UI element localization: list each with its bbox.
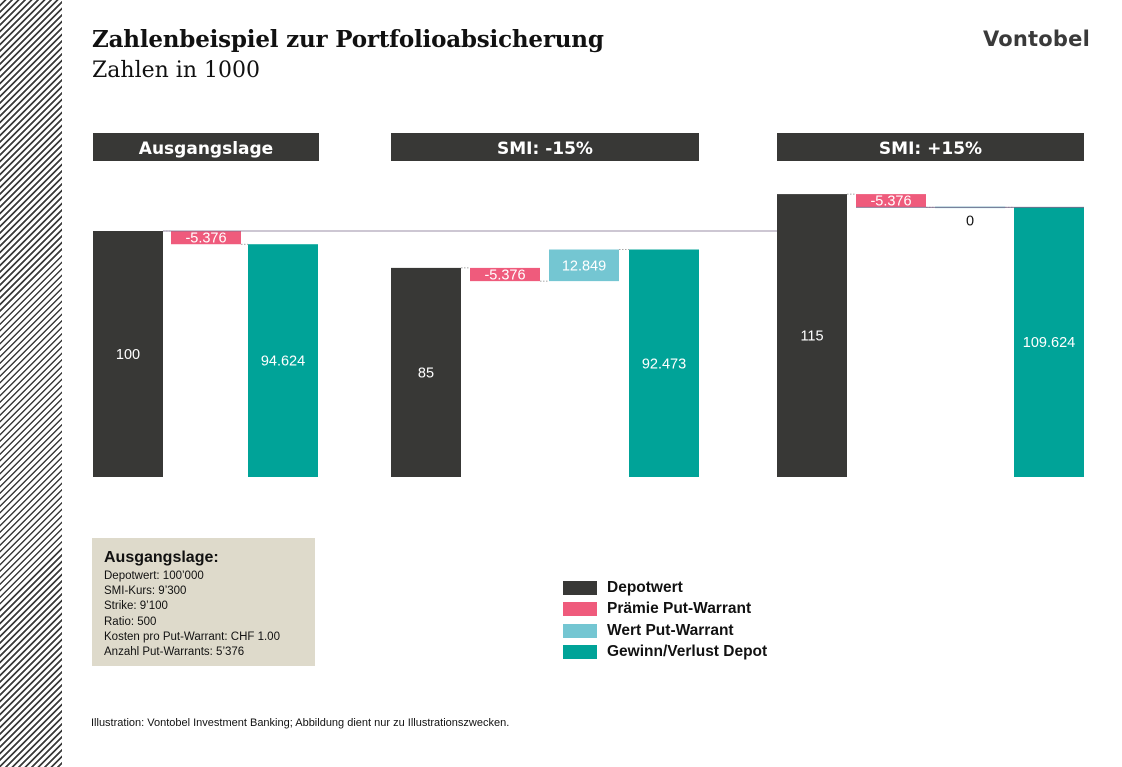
legend-swatch-gewinn [563, 645, 597, 660]
info-line-anzahl: Anzahl Put-Warrants: 5’376 [104, 646, 245, 659]
info-box-title: Ausgangslage: [104, 549, 219, 566]
info-line-smi-kurs: SMI-Kurs: 9’300 [104, 585, 187, 598]
legend-swatch-praemie [563, 602, 597, 617]
data-label-wert-put-warrant: 12.849 [562, 258, 606, 274]
panel-header-bar [391, 133, 699, 161]
data-label-pr-mie-put-warrant: -5.376 [484, 268, 525, 284]
legend-swatch-depotwert [563, 580, 597, 595]
bar-gewinn-verlust-depot [1014, 207, 1084, 478]
legend-item-wert: Wert Put-Warrant [563, 620, 767, 642]
legend-label-wert: Wert Put-Warrant [607, 621, 734, 639]
legend-label-praemie: Prämie Put-Warrant [607, 600, 752, 618]
panel-header-label: SMI: -15% [497, 139, 593, 159]
panel-header-bar [93, 133, 319, 161]
waterfall-chart: Ausgangslage 100 -5.376 94.624 SMI: -15% 85 -5… [93, 133, 1084, 478]
info-line-kosten: Kosten pro Put-Warrant: CHF 1.00 [104, 630, 280, 643]
data-label-depotwert: 115 [800, 329, 823, 345]
legend-label-depotwert: Depotwert [607, 578, 683, 596]
info-line-depotwert: Depotwert: 100’000 [104, 570, 204, 582]
data-label-depotwert: 100 [116, 347, 140, 363]
decorative-stripe [0, 0, 62, 767]
page-title: Zahlenbeispiel zur Portfolioabsicherung [92, 26, 604, 53]
bar-pr-mie-put-warrant [171, 231, 241, 245]
bar-pr-mie-put-warrant [856, 194, 926, 208]
info-box: Ausgangslage: Depotwert: 100’000 SMI-Kur… [92, 538, 315, 666]
page-subtitle: Zahlen in 1000 [92, 58, 260, 83]
data-label-gewinn-verlust-depot: 94.624 [261, 354, 305, 370]
data-label-pr-mie-put-warrant: -5.376 [185, 231, 226, 247]
data-label-wert-put-warrant: 0 [966, 213, 974, 229]
bar-pr-mie-put-warrant [470, 267, 540, 282]
bar-gewinn-verlust-depot [629, 249, 699, 477]
legend-item-gewinn: Gewinn/Verlust Depot [563, 642, 767, 664]
data-label-depotwert: 85 [418, 365, 434, 381]
bar-depotwert [777, 194, 847, 477]
data-label-gewinn-verlust-depot: 92.473 [642, 356, 686, 372]
legend: Depotwert Prämie Put-Warrant Wert Put-Wa… [563, 577, 767, 663]
info-line-strike: Strike: 9’100 [104, 600, 168, 613]
bar-depotwert [391, 267, 461, 477]
footnote: Illustration: Vontobel Investment Bankin… [91, 717, 510, 729]
legend-item-praemie: Prämie Put-Warrant [563, 599, 767, 621]
panel-header-label: SMI: +15% [879, 139, 982, 159]
data-label-gewinn-verlust-depot: 109.624 [1023, 335, 1075, 351]
panel-header-label: Ausgangslage [139, 139, 273, 159]
data-label-pr-mie-put-warrant: -5.376 [870, 194, 911, 210]
vontobel-logo: Vontobel [982, 27, 1090, 51]
legend-label-gewinn: Gewinn/Verlust Depot [607, 643, 768, 661]
bar-depotwert [93, 231, 163, 477]
bar-gewinn-verlust-depot [248, 244, 318, 477]
legend-item-depotwert: Depotwert [563, 577, 767, 599]
panel-header-bar [777, 133, 1084, 161]
bar-wert-put-warrant [549, 249, 619, 282]
info-line-ratio: Ratio: 500 [104, 615, 157, 628]
legend-swatch-wert [563, 623, 597, 638]
